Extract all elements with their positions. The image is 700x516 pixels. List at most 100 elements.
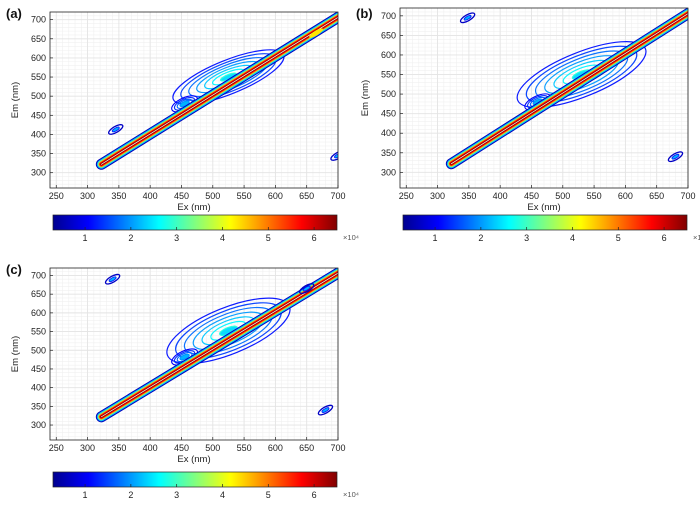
panel-a-isolated-contour (330, 150, 338, 161)
panel-c-x-tick-label: 250 (49, 443, 64, 453)
panel-c-isolated-contour (317, 404, 334, 416)
panel-a-y-tick-label: 600 (31, 53, 46, 63)
panel-a-axes-frame (49, 11, 339, 189)
panel-c-x-tick-label: 600 (268, 443, 283, 453)
panel-a-contours (95, 12, 338, 170)
panel-c-x-tick-label: 550 (237, 443, 252, 453)
panel-a-colorbar-tick-label: 4 (220, 233, 225, 243)
panel-b-y-tick-label: 450 (381, 109, 396, 119)
panel-b-peak-contour (516, 40, 647, 109)
panel-a-y-tick-label: 350 (31, 149, 46, 159)
panel-a-y-tick-label: 500 (31, 91, 46, 101)
panel-c-colorbar-tick-label: 6 (312, 490, 317, 500)
panel-c-colorbar-tick-label: 3 (174, 490, 179, 500)
panel-c-y-tick-label: 500 (31, 345, 46, 355)
panel-b-colorbar-multiplier: ×10⁴ (693, 233, 700, 242)
panel-a-x-tick-label: 500 (205, 191, 220, 201)
panel-c-y-tick-label: 350 (31, 401, 46, 411)
panel-a-y-tick-label: 650 (31, 34, 46, 44)
panel-c-x-tick-label: 450 (174, 443, 189, 453)
panel-c-contours (95, 268, 338, 423)
panel-b-x-tick-label: 400 (493, 191, 508, 201)
panel-c-y-tick-label: 650 (31, 289, 46, 299)
panel-b-axes-frame (399, 7, 689, 189)
panel-b-isolated-contour-core (463, 14, 472, 21)
panel-c-x-tick-label: 400 (143, 443, 158, 453)
panel-b-y-tick-label: 500 (381, 89, 396, 99)
panel-b-colorbar-tick-label: 1 (433, 233, 438, 243)
panel-a-colorbar-tick-label: 6 (312, 233, 317, 243)
panel-a-x-tick-label: 350 (111, 191, 126, 201)
panel-c-isolated-contour (104, 273, 121, 285)
panel-b-isolated-contour (459, 12, 476, 24)
panel-a-chart: 250 300 350 400 450 500 550 600 650 700 300 350 400 4… (10, 11, 359, 243)
panel-c-colorbar (52, 471, 338, 488)
panel-b-x-tick-label: 300 (430, 191, 445, 201)
panel-c-isolated-contour-core (321, 407, 330, 413)
panel-b-colorbar-tick-label: 4 (570, 233, 575, 243)
panel-b-x-tick-label: 250 (399, 191, 414, 201)
panel-b-x-tick-label: 600 (618, 191, 633, 201)
panel-c-y-tick-label: 300 (31, 420, 46, 430)
panel-b-colorbar-tick-label: 2 (478, 233, 483, 243)
panel-c-chart: 250 300 350 400 450 500 550 600 650 700 300 350 400 4… (10, 267, 359, 500)
panel-a-x-axis-label: Ex (nm) (177, 202, 210, 213)
panel-b-y-tick-label: 300 (381, 167, 396, 177)
panel-a-y-axis-label: Em (nm) (10, 82, 21, 118)
panel-b-x-tick-label: 450 (524, 191, 539, 201)
panel-c-colorbar-tick-label: 1 (83, 490, 88, 500)
panel-c-x-tick-label: 350 (111, 443, 126, 453)
panel-b-x-tick-label: 500 (555, 191, 570, 201)
panel-a-x-tick-label: 700 (330, 191, 345, 201)
panel-a-x-tick-label: 550 (237, 191, 252, 201)
panel-a-x-tick-label: 650 (299, 191, 314, 201)
panel-b-x-tick-label: 650 (649, 191, 664, 201)
panel-b-colorbar (402, 214, 688, 231)
panel-b-scatter-band (450, 13, 688, 165)
panel-c-scatter-band (100, 272, 338, 418)
panel-c-isolated-contour-core (302, 285, 311, 292)
panel-a-scatter-band (100, 16, 338, 165)
panel-b-y-axis-label: Em (nm) (360, 80, 371, 116)
panel-c-axes-frame (49, 267, 339, 441)
panel-b-isolated-contour (667, 151, 684, 163)
panel-a-colorbar-tick-label: 1 (83, 233, 88, 243)
panel-a-scatter-peak (309, 28, 324, 38)
panel-a-colorbar-tick-label: 2 (128, 233, 133, 243)
panel-a-y-tick-label: 700 (31, 15, 46, 25)
panel-label-c: (c) (6, 262, 22, 277)
panel-c-colorbar-tick-label: 4 (220, 490, 225, 500)
panel-a-y-tick-label: 300 (31, 168, 46, 178)
panel-c-colorbar-tick-label: 2 (128, 490, 133, 500)
panel-c-x-tick-label: 650 (299, 443, 314, 453)
panel-b-y-tick-label: 600 (381, 50, 396, 60)
panel-a-colorbar-tick-label: 5 (266, 233, 271, 243)
panel-c-isolated-contour-core (108, 276, 117, 283)
panel-a-isolated-contour (108, 124, 124, 135)
panel-b-y-tick-label: 550 (381, 70, 396, 80)
panel-b-colorbar-tick-label: 6 (662, 233, 667, 243)
panel-b-chart: 250 300 350 400 450 500 550 600 650 700 300 350 400 4… (360, 7, 700, 243)
panel-c-x-tick-label: 300 (80, 443, 95, 453)
panel-label-b: (b) (356, 6, 373, 21)
panel-b-y-tick-label: 350 (381, 148, 396, 158)
panel-b-y-tick-label: 650 (381, 30, 396, 40)
panel-b-y-tick-label: 700 (381, 11, 396, 21)
panel-a-colorbar-tick-label: 3 (174, 233, 179, 243)
panel-a-x-tick-label: 300 (80, 191, 95, 201)
panel-a-y-tick-label: 550 (31, 72, 46, 82)
panel-c-x-axis-label: Ex (nm) (177, 454, 210, 465)
panel-a-x-tick-label: 250 (49, 191, 64, 201)
panel-a-x-tick-label: 450 (174, 191, 189, 201)
panel-b-x-tick-label: 700 (680, 191, 695, 201)
panel-c-x-tick-label: 500 (205, 443, 220, 453)
panel-c-y-tick-label: 550 (31, 327, 46, 337)
panel-a-y-tick-label: 400 (31, 129, 46, 139)
panel-b-x-tick-label: 550 (587, 191, 602, 201)
panel-b-x-tick-label: 350 (461, 191, 476, 201)
panel-a-isolated-contour-core (111, 126, 120, 133)
panel-c-isolated-contour (298, 283, 315, 294)
panel-c-x-tick-label: 700 (330, 443, 345, 453)
panel-c-y-tick-label: 700 (31, 270, 46, 280)
